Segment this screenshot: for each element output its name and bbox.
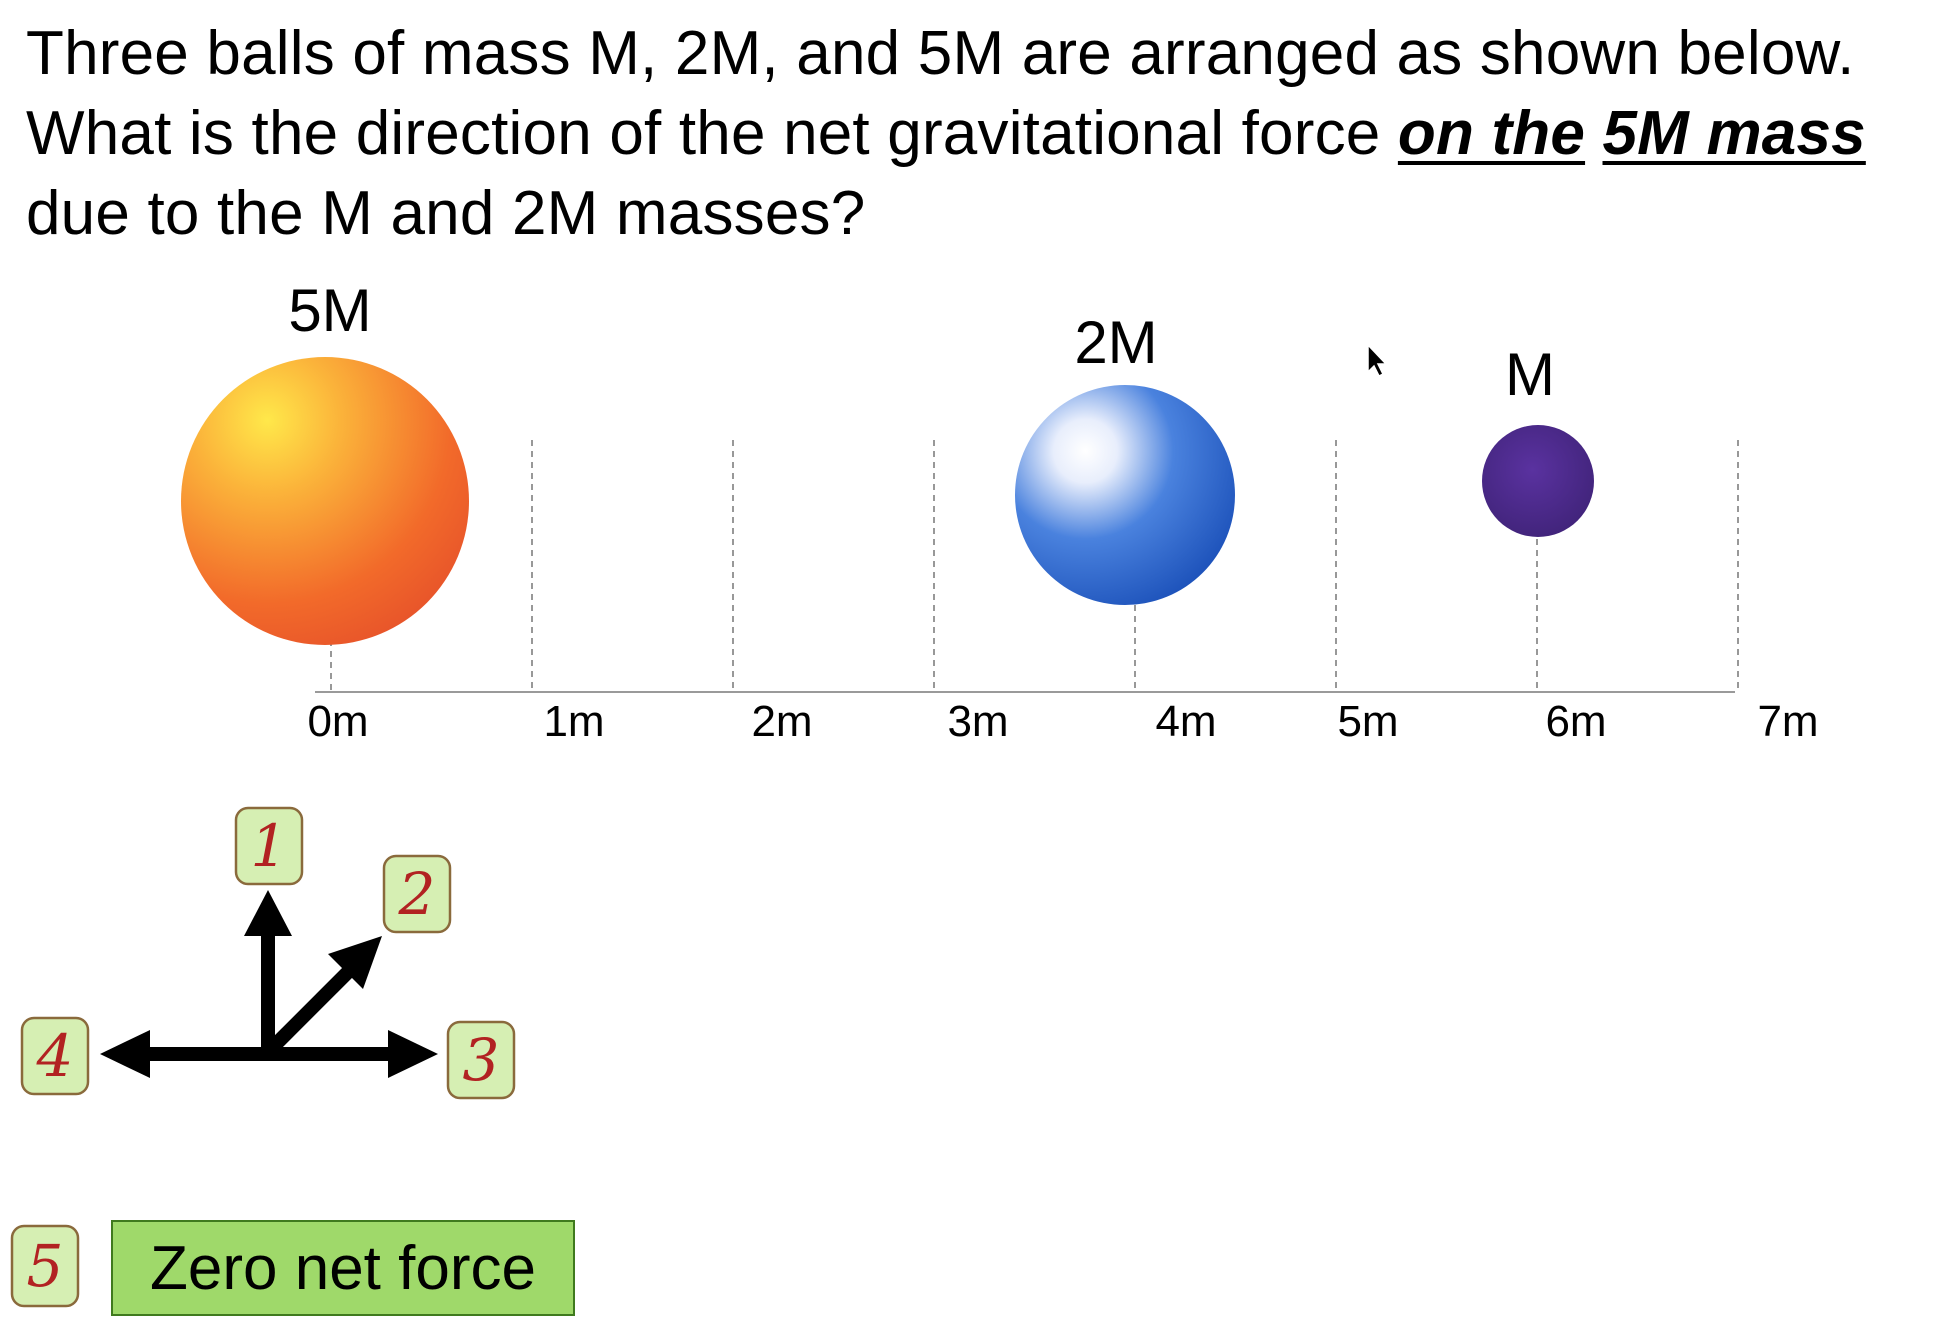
mouse-cursor-icon [1368, 345, 1386, 376]
ball-2m [1015, 385, 1235, 605]
arrow-right-icon [388, 1030, 438, 1078]
tick-label-4: 4m [1155, 697, 1216, 746]
zero-net-force-option[interactable]: Zero net force [111, 1220, 575, 1316]
ball-m [1482, 425, 1594, 537]
tick-label-1: 1m [543, 697, 604, 746]
badge-number-4: 4 [36, 1022, 74, 1090]
mass-label-2m: 2M [1074, 309, 1157, 376]
badge-number-2: 2 [398, 860, 436, 928]
tick-label-0: 0m [307, 697, 368, 746]
arrow-diagonal-shaft [268, 963, 357, 1052]
badge-3[interactable]: 3 [448, 1022, 514, 1098]
arrow-up-icon [244, 890, 292, 936]
mass-label-m: M [1505, 341, 1555, 408]
badge-number-3: 3 [463, 1026, 500, 1094]
arrow-left-icon [100, 1030, 150, 1078]
tick-label-7: 7m [1757, 697, 1818, 746]
tick-label-5: 5m [1337, 697, 1398, 746]
badge-number-5: 5 [27, 1232, 64, 1300]
badge-number-1: 1 [251, 812, 288, 880]
tick-label-3: 3m [947, 697, 1008, 746]
tick-label-6: 6m [1545, 697, 1606, 746]
badge-1[interactable]: 1 [236, 808, 302, 884]
badge-4[interactable]: 4 [22, 1018, 88, 1094]
badge-5[interactable]: 5 [12, 1226, 78, 1306]
tick-label-2: 2m [751, 697, 812, 746]
ball-5m [181, 357, 469, 645]
mass-label-5m: 5M [288, 277, 371, 344]
badge-2[interactable]: 2 [384, 856, 450, 932]
